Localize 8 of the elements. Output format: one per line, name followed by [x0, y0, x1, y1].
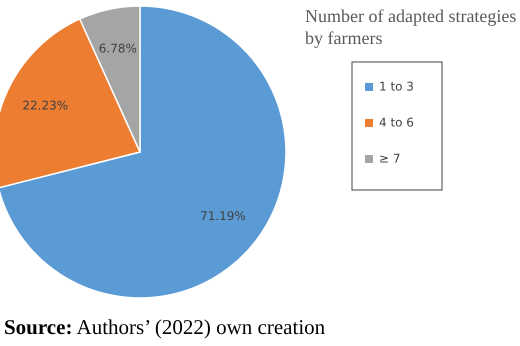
data-label: 71.19%	[200, 208, 246, 223]
data-label: 6.78%	[98, 42, 137, 56]
legend-title: Number of adapted strategies by farmers	[305, 6, 516, 48]
source-note: Source: Authors’ (2022) own creation	[4, 315, 326, 339]
data-label: 22.23%	[22, 98, 68, 113]
legend-label: ≥ 7	[379, 151, 401, 166]
legend-label: 1 to 3	[379, 79, 414, 94]
legend-label: 4 to 6	[379, 115, 414, 130]
